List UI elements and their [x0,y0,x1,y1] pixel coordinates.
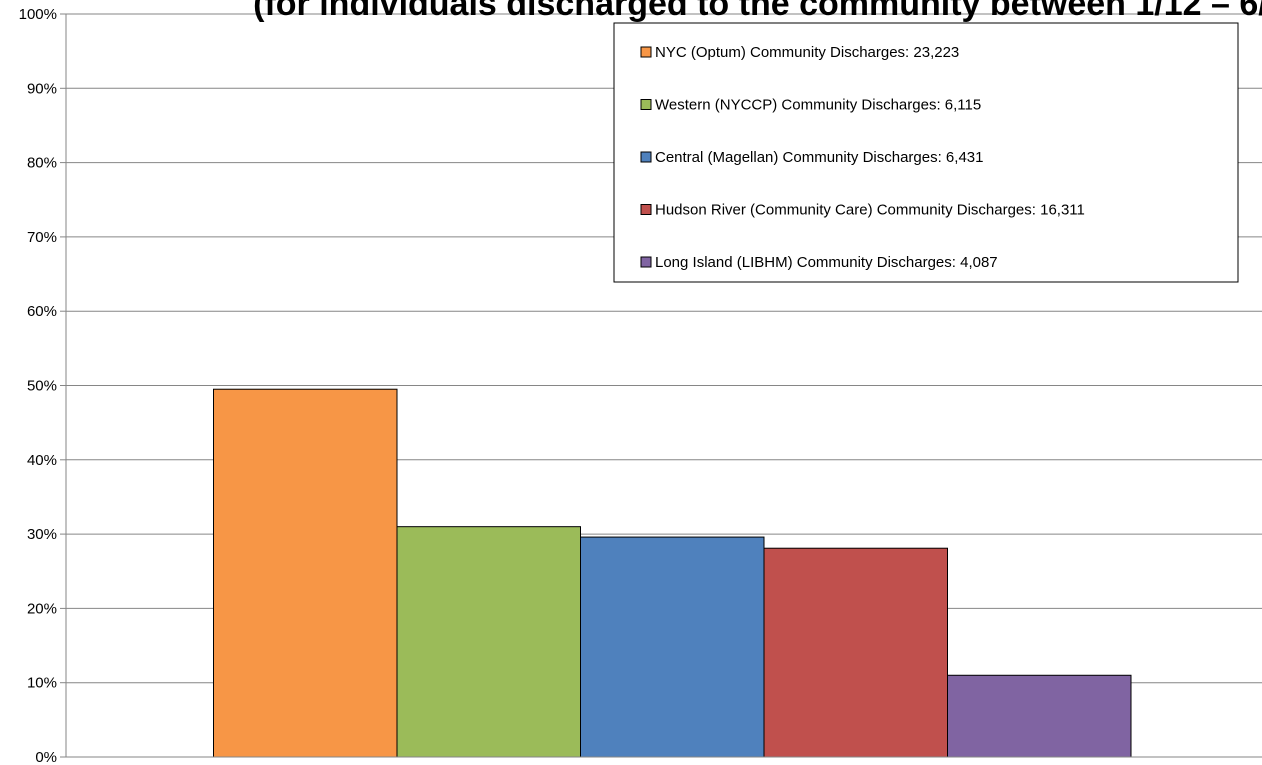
legend-entry: Long Island (LIBHM) Community Discharges… [655,254,998,271]
y-tick-label: 50% [27,378,57,395]
y-tick-label: 30% [27,526,57,543]
y-tick-label: 100% [19,6,57,23]
legend-entry: NYC (Optum) Community Discharges: 23,223 [655,44,959,61]
bar [947,674,1132,758]
bars [213,388,1132,758]
legend-entry: Western (NYCCP) Community Discharges: 6,… [655,97,981,114]
bar [396,526,581,758]
chart-title: (for individuals discharged to the commu… [253,0,1262,23]
bar [763,547,948,758]
y-tick-label: 70% [27,229,57,246]
legend-swatch [640,46,652,58]
legend-swatch [640,256,652,268]
legend-swatch [640,204,652,215]
bar [580,536,765,758]
y-tick-label: 10% [27,675,57,692]
y-tick-label: 60% [27,303,57,320]
legend-swatch [640,99,652,110]
y-tick-label: 90% [27,80,57,97]
y-tick-label: 0% [35,749,57,765]
legend-box [613,22,1239,283]
legend-swatch [640,151,652,163]
legend-entry: Hudson River (Community Care) Community … [655,202,1085,219]
y-tick-label: 40% [27,452,57,469]
y-tick-label: 20% [27,600,57,617]
y-axis-ticks: 0% 10% 20% 30% 40% 50% 60% 70% 80% 90% 100% [19,6,66,765]
y-tick-label: 80% [27,155,57,172]
axes [65,14,1262,758]
bar [213,388,398,758]
legend-entry: Central (Magellan) Community Discharges:… [655,149,983,166]
legend: NYC (Optum) Community Discharges: 23,223… [613,22,1239,283]
